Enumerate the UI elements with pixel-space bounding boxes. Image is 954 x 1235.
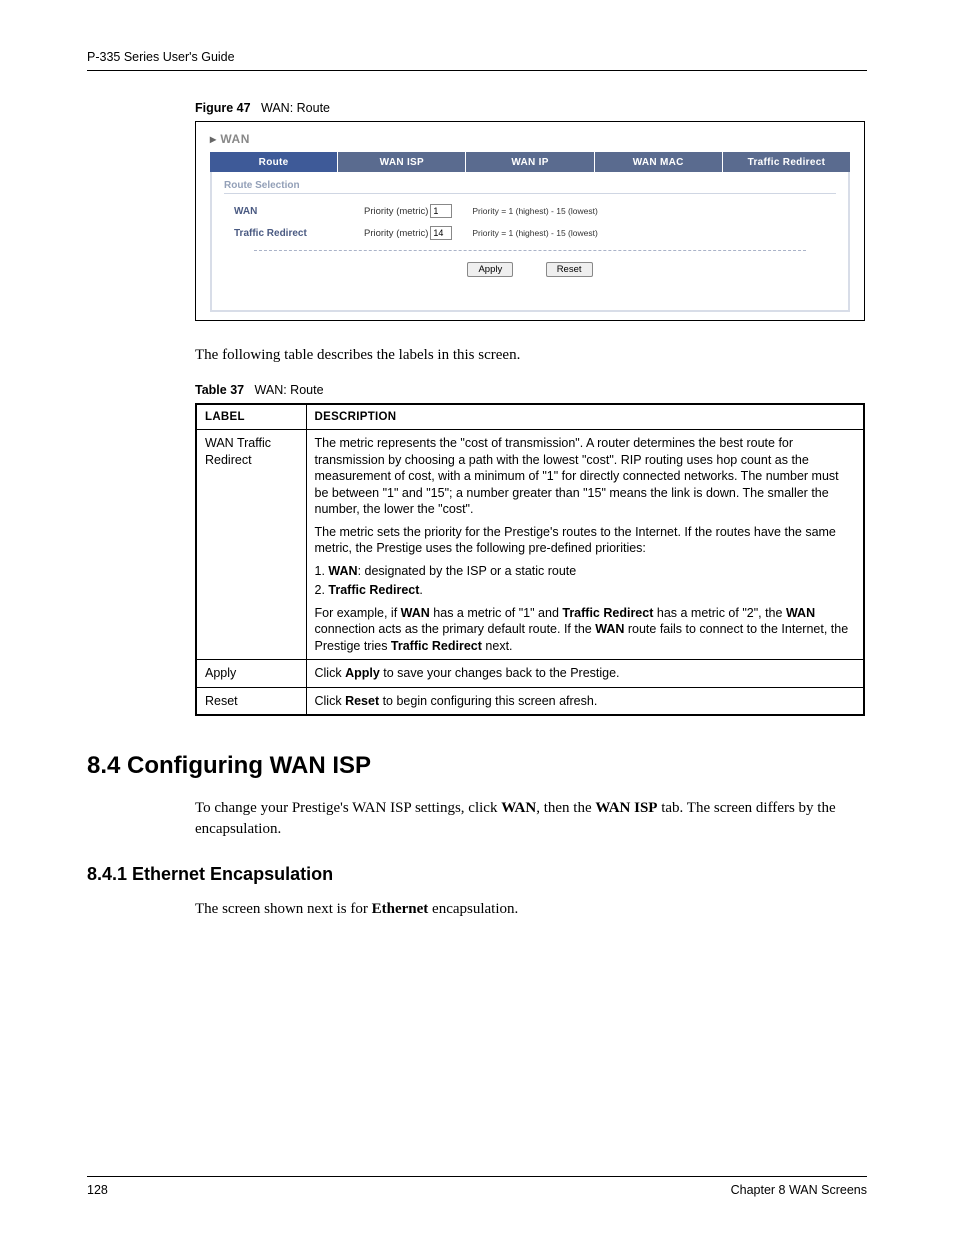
tr-row-label: Traffic Redirect bbox=[234, 228, 364, 239]
traffic-redirect-priority-row: Traffic Redirect Priority (metric) Prior… bbox=[224, 226, 836, 240]
tr-priority-input[interactable] bbox=[430, 226, 452, 240]
guide-title: P-335 Series User's Guide bbox=[87, 50, 235, 64]
cell-description: Click Apply to save your changes back to… bbox=[306, 660, 864, 688]
apply-button[interactable]: Apply bbox=[467, 262, 513, 277]
section-8-4-heading: 8.4 Configuring WAN ISP bbox=[87, 752, 867, 780]
route-selection-panel: Route Selection WAN Priority (metric) Pr… bbox=[210, 172, 850, 312]
wan-tabs: Route WAN ISP WAN IP WAN MAC Traffic Red… bbox=[210, 152, 850, 172]
desc-p1: The metric represents the "cost of trans… bbox=[315, 435, 856, 518]
list-item: 1. WAN: designated by the ISP or a stati… bbox=[315, 563, 856, 580]
tr-priority-label: Priority (metric) bbox=[364, 228, 428, 239]
wan-priority-input[interactable] bbox=[430, 204, 452, 218]
section-8-4-1-paragraph: The screen shown next is for Ethernet en… bbox=[195, 899, 865, 920]
section-8-4-1-heading: 8.4.1 Ethernet Encapsulation bbox=[87, 864, 867, 885]
list-item: 2. Traffic Redirect. bbox=[315, 582, 856, 599]
priority-list: 1. WAN: designated by the ISP or a stati… bbox=[315, 563, 856, 599]
col-description: DESCRIPTION bbox=[306, 404, 864, 430]
wan-route-table: LABEL DESCRIPTION WAN Traffic Redirect T… bbox=[195, 403, 865, 716]
separator bbox=[254, 250, 806, 251]
tr-priority-hint: Priority = 1 (highest) - 15 (lowest) bbox=[472, 228, 597, 238]
cell-description: Click Reset to begin configuring this sc… bbox=[306, 687, 864, 715]
page-header: P-335 Series User's Guide bbox=[87, 50, 867, 71]
chapter-label: Chapter 8 WAN Screens bbox=[731, 1183, 867, 1197]
cell-label: Apply bbox=[196, 660, 306, 688]
col-label: LABEL bbox=[196, 404, 306, 430]
wan-priority-hint: Priority = 1 (highest) - 15 (lowest) bbox=[472, 206, 597, 216]
page-footer: 128 Chapter 8 WAN Screens bbox=[87, 1176, 867, 1197]
figure-caption: Figure 47 WAN: Route bbox=[195, 101, 867, 115]
cell-description: The metric represents the "cost of trans… bbox=[306, 430, 864, 660]
table-row: WAN Traffic Redirect The metric represen… bbox=[196, 430, 864, 660]
page-number: 128 bbox=[87, 1183, 108, 1197]
wan-row-label: WAN bbox=[234, 206, 364, 217]
button-row: Apply Reset bbox=[224, 259, 836, 277]
tab-traffic-redirect[interactable]: Traffic Redirect bbox=[723, 152, 850, 172]
section-8-4-paragraph: To change your Prestige's WAN ISP settin… bbox=[195, 798, 865, 839]
table-number: Table 37 bbox=[195, 383, 244, 397]
reset-button[interactable]: Reset bbox=[546, 262, 593, 277]
table-row: Apply Click Apply to save your changes b… bbox=[196, 660, 864, 688]
table-header-row: LABEL DESCRIPTION bbox=[196, 404, 864, 430]
figure-title: WAN: Route bbox=[261, 101, 330, 115]
wan-route-screenshot: WAN Route WAN ISP WAN IP WAN MAC Traffic… bbox=[195, 121, 865, 321]
intro-paragraph: The following table describes the labels… bbox=[195, 345, 867, 365]
wan-priority-label: Priority (metric) bbox=[364, 206, 428, 217]
table-title: WAN: Route bbox=[255, 383, 324, 397]
screenshot-panel-title: WAN bbox=[210, 132, 850, 146]
route-selection-title: Route Selection bbox=[224, 180, 836, 194]
cell-label: WAN Traffic Redirect bbox=[196, 430, 306, 660]
figure-number: Figure 47 bbox=[195, 101, 251, 115]
desc-p3: For example, if WAN has a metric of "1" … bbox=[315, 605, 856, 655]
wan-priority-row: WAN Priority (metric) Priority = 1 (high… bbox=[224, 204, 836, 218]
tab-wan-mac[interactable]: WAN MAC bbox=[595, 152, 723, 172]
tab-wan-ip[interactable]: WAN IP bbox=[466, 152, 594, 172]
desc-p2: The metric sets the priority for the Pre… bbox=[315, 524, 856, 557]
tab-route[interactable]: Route bbox=[210, 152, 338, 172]
tab-wan-isp[interactable]: WAN ISP bbox=[338, 152, 466, 172]
cell-label: Reset bbox=[196, 687, 306, 715]
table-row: Reset Click Reset to begin configuring t… bbox=[196, 687, 864, 715]
table-caption: Table 37 WAN: Route bbox=[195, 383, 867, 397]
